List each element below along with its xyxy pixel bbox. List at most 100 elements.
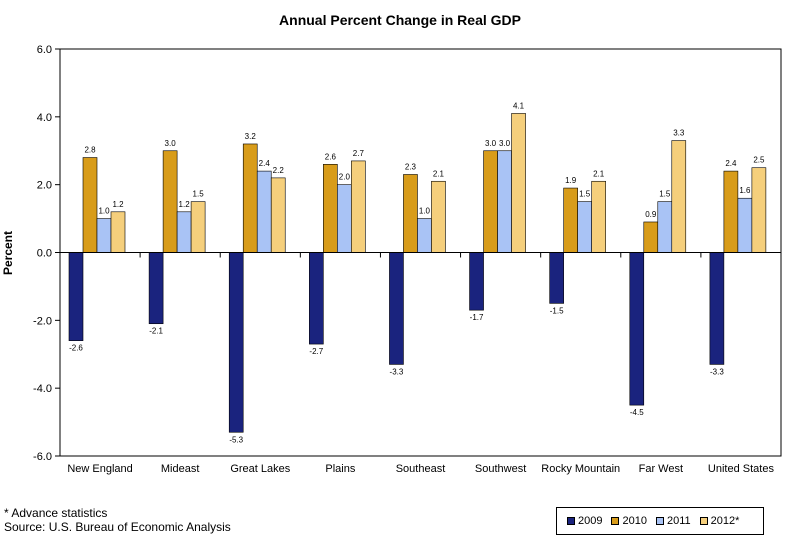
category-label: Mideast (161, 463, 200, 475)
value-labels: -2.62.81.01.2-2.13.01.21.5-5.33.22.42.2-… (69, 101, 765, 444)
value-label: -5.3 (229, 435, 243, 444)
value-label: 1.0 (419, 207, 431, 216)
bar-2012-mideast (190, 201, 206, 253)
category-label: New England (67, 463, 132, 475)
value-label: 2.6 (325, 152, 337, 161)
bar-2012-southwest (511, 113, 526, 253)
category-label: Southwest (475, 463, 526, 475)
value-label: 1.9 (565, 176, 577, 185)
value-label: 1.5 (579, 190, 591, 199)
value-label: 1.5 (193, 190, 205, 199)
bar-2010-southeast (403, 174, 418, 253)
bar-2011-rocky-mountain (577, 201, 592, 253)
legend-swatch-2012 (699, 517, 708, 525)
value-label: 2.0 (339, 173, 351, 182)
value-label: 1.0 (98, 207, 110, 216)
bar-2011-southeast (417, 218, 432, 253)
legend-label-2009: 2009 (578, 515, 603, 527)
value-label: 2.7 (353, 149, 365, 158)
bar-2009-new-england (68, 252, 84, 341)
bar-2010-united-states (723, 170, 739, 253)
bar-2011-united-states (737, 197, 753, 253)
value-label: -2.6 (69, 344, 83, 353)
value-label: -1.7 (470, 313, 484, 322)
category-label: Southeast (396, 463, 446, 475)
legend-item-2011: 2011 (655, 515, 691, 527)
bar-2012-southeast (431, 180, 446, 253)
bar-2012-great-lakes (270, 177, 286, 253)
bar-2011-mideast (176, 211, 192, 253)
value-label: 2.8 (84, 146, 96, 155)
category-label: Great Lakes (230, 463, 290, 475)
category-label: Plains (325, 463, 355, 475)
footnote-source: Source: U.S. Bureau of Economic Analysis (4, 520, 231, 534)
y-tick-label: -4.0 (33, 383, 52, 395)
value-label: 1.2 (112, 200, 124, 209)
bar-2011-new-england (96, 218, 112, 253)
value-label: 1.6 (739, 186, 751, 195)
value-label: 3.0 (485, 139, 497, 148)
bar-2012-rocky-mountain (591, 180, 606, 253)
y-axis-label: Percent (1, 231, 15, 275)
bar-2009-far-west (629, 252, 645, 406)
value-label: 0.9 (645, 210, 657, 219)
bar-2010-mideast (162, 150, 178, 253)
y-tick-label: -6.0 (33, 451, 52, 463)
bar-2009-united-states (709, 252, 725, 365)
bar-2010-new-england (82, 157, 98, 253)
bar-2009-southwest (469, 252, 484, 311)
value-label: 1.5 (659, 190, 671, 199)
bar-2009-mideast (148, 252, 164, 325)
bar-2010-rocky-mountain (563, 187, 578, 253)
bar-2010-southwest (483, 150, 498, 253)
y-tick-label: 0.0 (37, 248, 52, 260)
chart-legend: 2009 2010 2011 2012* (556, 507, 764, 535)
value-label: 3.0 (165, 139, 177, 148)
bar-2011-southwest (497, 150, 512, 253)
y-tick-label: 4.0 (37, 112, 52, 124)
category-label: United States (708, 463, 775, 475)
category-label: Rocky Mountain (541, 463, 620, 475)
category-label: Far West (639, 463, 683, 475)
y-tick-label: -2.0 (33, 315, 52, 327)
bar-2010-great-lakes (242, 143, 258, 253)
bar-2009-plains (309, 252, 324, 345)
legend-label-2010: 2010 (622, 515, 647, 527)
value-label: 2.3 (405, 162, 417, 171)
value-label: -4.5 (630, 408, 644, 417)
bar-2011-great-lakes (256, 170, 272, 253)
value-label: -3.3 (710, 367, 724, 376)
legend-item-2009: 2009 (567, 515, 602, 527)
bar-2011-far-west (657, 201, 673, 253)
y-tick-label: 2.0 (37, 180, 52, 192)
value-label: 2.2 (273, 166, 285, 175)
legend-label-2011: 2011 (666, 515, 691, 527)
value-label: 2.1 (593, 169, 605, 178)
value-label: 2.4 (259, 159, 271, 168)
bar-2009-southeast (389, 252, 404, 365)
legend-item-2012: 2012* (699, 515, 739, 527)
footnote-advance: * Advance statistics (4, 506, 108, 520)
bar-2010-far-west (643, 221, 659, 253)
legend-swatch-2011 (655, 517, 664, 525)
chart-title: Annual Percent Change in Real GDP (279, 12, 521, 28)
value-label: 1.2 (179, 200, 191, 209)
category-labels: New England Mideast Great Lakes Plains South… (67, 252, 775, 475)
value-label: 3.0 (499, 139, 511, 148)
value-label: -3.3 (390, 367, 404, 376)
value-label: -2.1 (149, 327, 163, 336)
legend-swatch-2009 (567, 517, 575, 525)
value-label: 2.1 (433, 169, 445, 178)
bar-2009-great-lakes (228, 252, 244, 433)
value-label: 2.4 (725, 159, 737, 168)
bar-2012-new-england (110, 211, 126, 253)
bar-2010-plains (323, 164, 338, 253)
value-label: -2.7 (309, 347, 323, 356)
value-label: -1.5 (550, 306, 564, 315)
legend-swatch-2010 (611, 517, 620, 525)
bar-2009-rocky-mountain (549, 252, 564, 304)
value-label: 2.5 (753, 156, 765, 165)
y-axis-ticks: 6.0 4.0 2.0 0.0 -2.0 -4.0 -6.0 (33, 44, 60, 463)
bar-2012-far-west (671, 140, 687, 253)
